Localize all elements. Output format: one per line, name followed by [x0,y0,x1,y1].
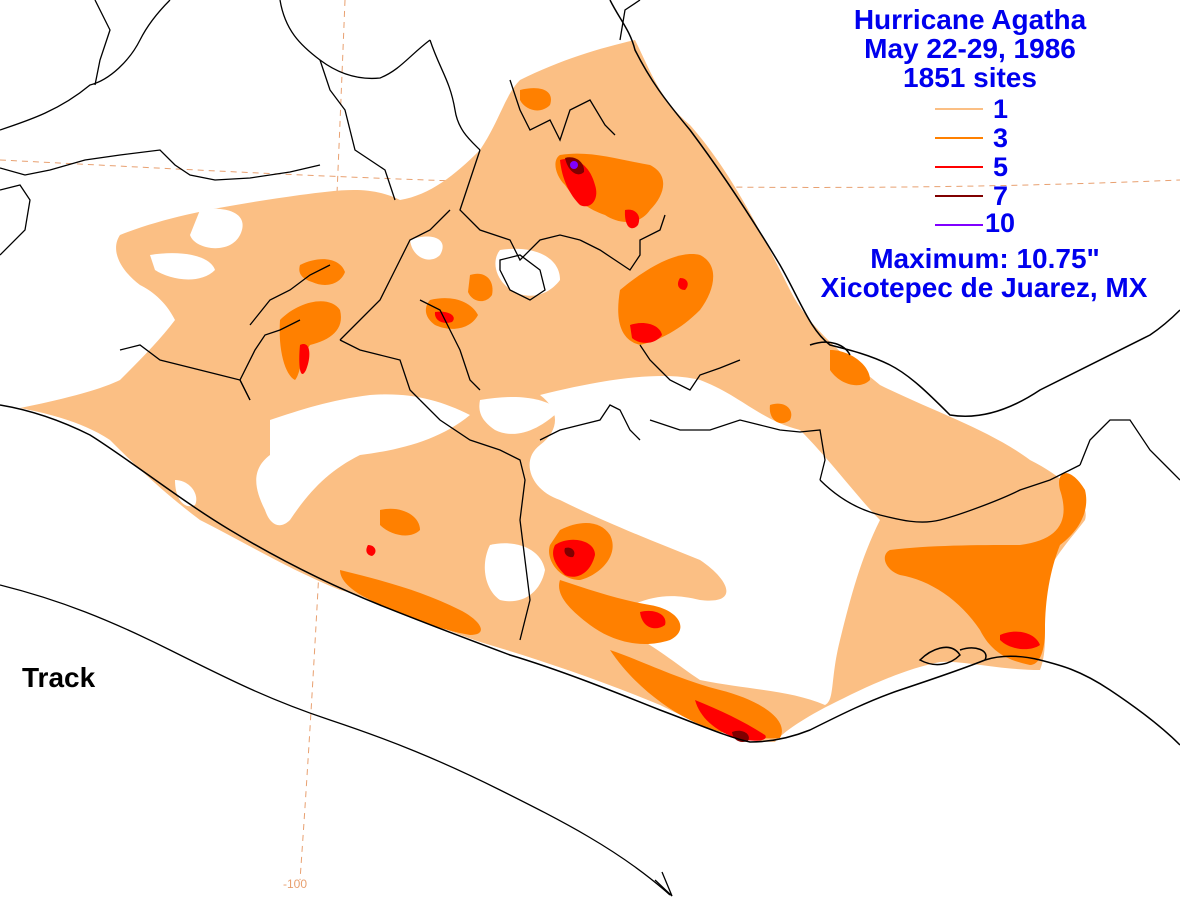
legend-label-1: 1 [993,94,1009,124]
legend-label-10: 10 [985,208,1016,238]
legend-swatch-10 [935,224,983,226]
title-line-1: Hurricane Agatha [853,4,1087,35]
maximum-value: Maximum: 10.75" [870,243,1100,274]
coastline [0,0,1180,746]
rain-10in-area [570,161,578,169]
legend-swatch-7 [935,195,983,197]
title-line-2: May 22-29, 1986 [864,33,1076,64]
track-label: Track [22,662,96,693]
legend-swatch-3 [935,137,983,139]
maximum-location: Xicotepec de Juarez, MX [820,272,1148,303]
storm-track [0,584,673,897]
legend-label-5: 5 [993,152,1009,182]
legend-label-3: 3 [993,123,1009,153]
title-line-3: 1851 sites [903,62,1037,93]
rain-5in-area [299,158,1040,741]
boundaries [0,0,1180,641]
legend-label-7: 7 [993,181,1009,211]
longitude-label: -100 [283,877,308,891]
legend-swatch-1 [935,108,983,110]
legend-swatch-5 [935,166,983,168]
rain-7in-area [564,157,749,742]
